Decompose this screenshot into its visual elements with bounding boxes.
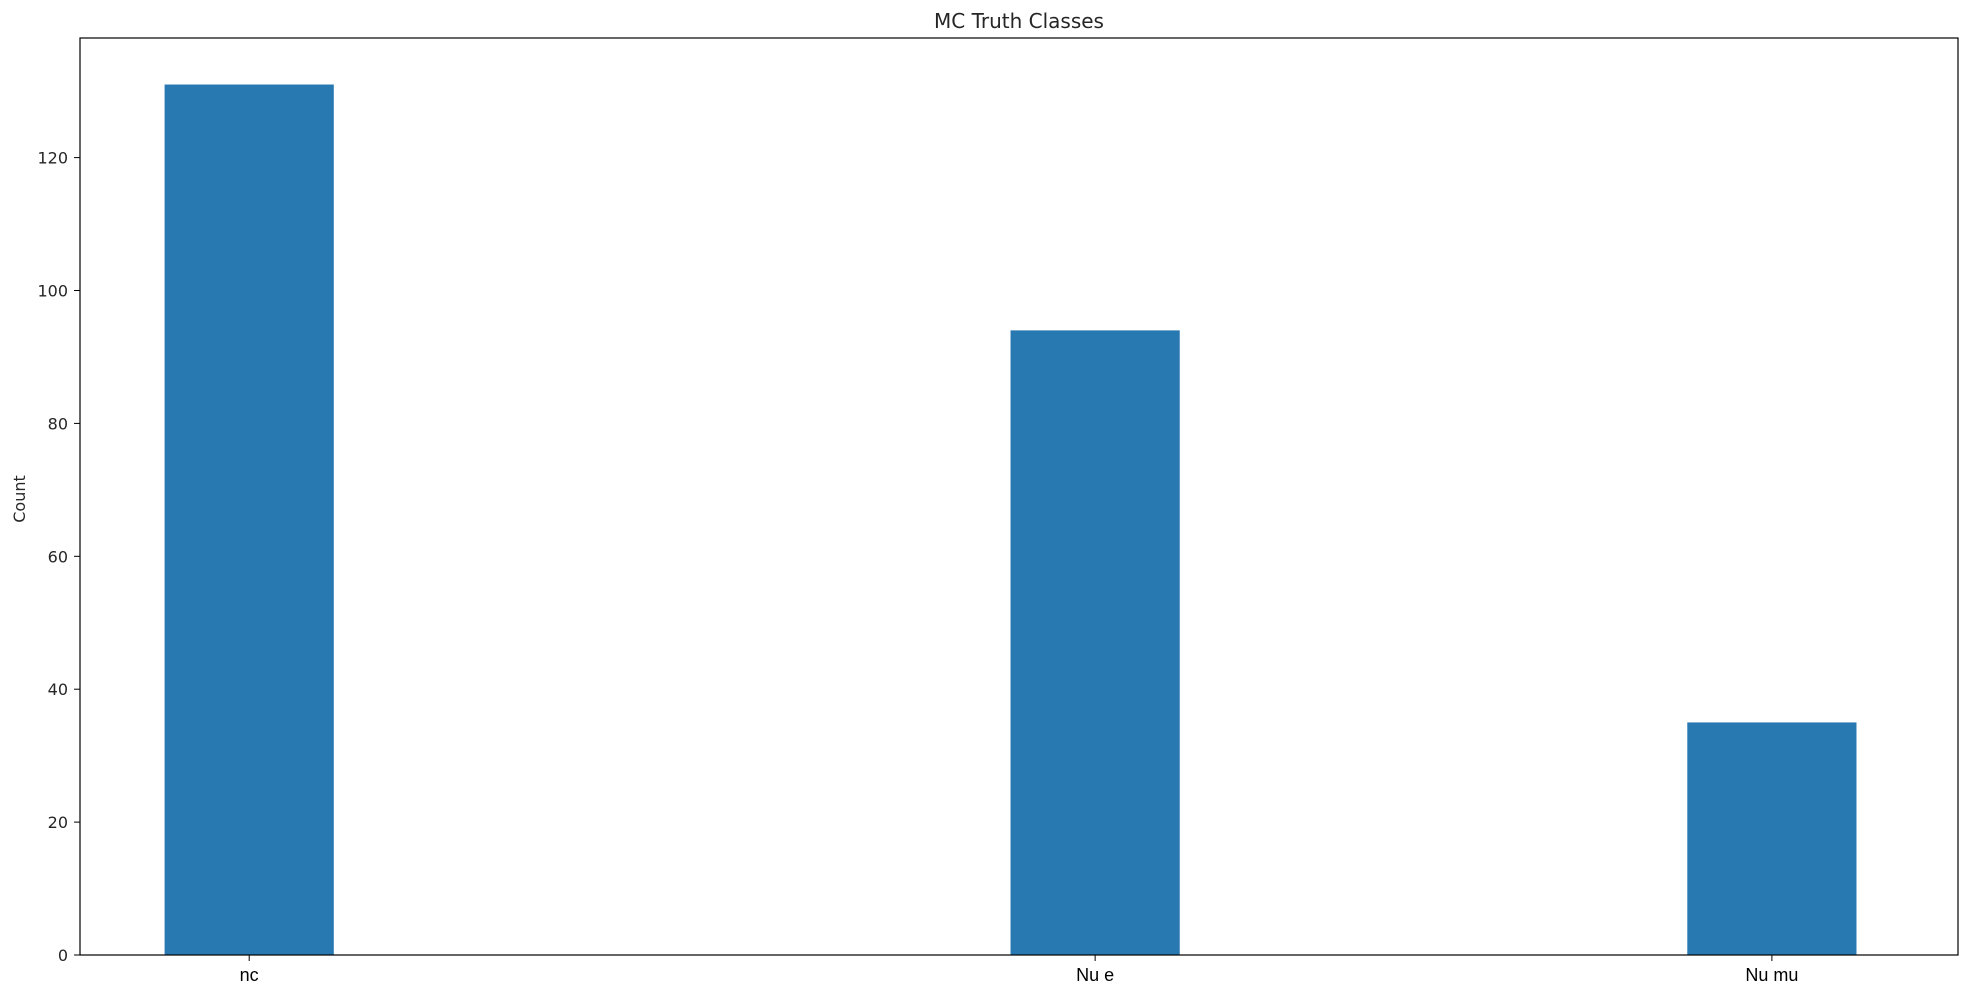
x-tick-label: Nu e <box>1076 965 1114 985</box>
bar-nu-e <box>1010 330 1180 955</box>
axes-group: 0 20 40 60 80 100 120 nc Nu e Nu mu <box>37 37 1959 985</box>
x-tick-label: nc <box>240 965 259 985</box>
y-tick-label: 100 <box>37 282 68 301</box>
y-tick-label: 80 <box>48 414 68 433</box>
y-tick-label: 40 <box>48 680 68 699</box>
plot-frame <box>79 37 1959 956</box>
y-tick-label: 60 <box>48 547 68 566</box>
bars-group <box>164 84 1857 955</box>
y-tick-label: 120 <box>37 149 68 168</box>
y-tick-label: 20 <box>48 813 68 832</box>
x-tick-label: Nu mu <box>1745 965 1798 985</box>
y-tick-label: 0 <box>58 946 68 965</box>
y-axis-label: Count <box>10 475 29 523</box>
bar-nu-mu <box>1687 722 1857 955</box>
bar-nc <box>164 84 334 955</box>
chart-title: MC Truth Classes <box>934 9 1104 33</box>
